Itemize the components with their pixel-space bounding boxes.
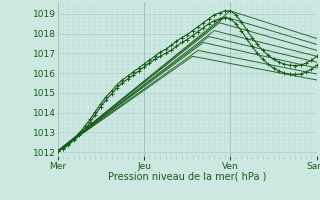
X-axis label: Pression niveau de la mer( hPa ): Pression niveau de la mer( hPa ) — [108, 172, 266, 182]
